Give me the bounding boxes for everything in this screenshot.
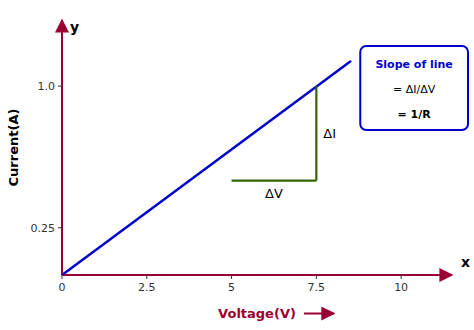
y-tick-label: 0.25 [31,222,56,235]
box-text: = ΔI/ΔV [393,83,436,96]
delta-v-label: ΔV [265,186,283,201]
box-text: = 1/R [398,108,432,121]
x-tick-label: 0 [59,281,66,294]
box-text: Slope of line [375,58,452,71]
plot-area [62,62,350,275]
slope-box [360,46,468,130]
x-axis [62,274,452,276]
x-tick [62,275,63,279]
x-tick [231,275,232,279]
delta-i-label: ΔI [323,126,336,141]
x-tick [146,275,147,279]
y-arrow-label: y [70,19,79,35]
y-tick [58,227,62,228]
x-tick [401,275,402,279]
y-tick-label: 1.0 [38,80,56,93]
chart: 0 2.5 5 7.5 10 0.25 1.0 ΔV ΔI x y Voltage(V) Current… [0,0,474,330]
x-tick-label: 5 [228,281,235,294]
x-tick-label: 2.5 [138,281,156,294]
y-axis-label: Current(A) [6,109,21,187]
y-axis [61,20,63,275]
x-axis-label: Voltage(V) [218,306,296,321]
line [62,62,350,275]
x-tick-label: 10 [394,281,408,294]
x-arrow-label: x [461,254,470,270]
triangle-vertical-leg [315,86,317,180]
x-tick [316,275,317,279]
y-tick [58,86,62,87]
triangle-horizontal-leg [232,179,317,181]
x-tick-label: 7.5 [308,281,326,294]
x-label-arrow [304,313,334,315]
